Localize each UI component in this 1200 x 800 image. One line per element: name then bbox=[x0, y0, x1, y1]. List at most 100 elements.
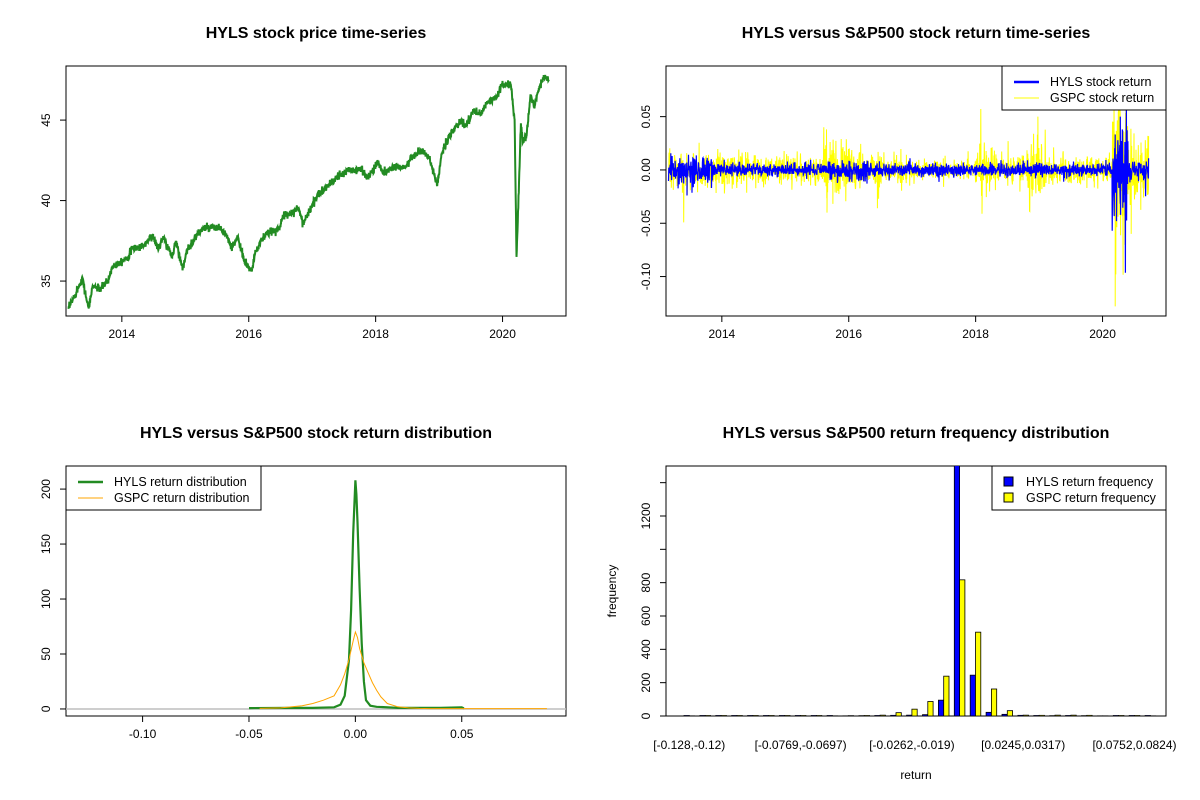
bar-hyls bbox=[699, 715, 706, 716]
bar-hyls bbox=[683, 715, 690, 716]
series-line-hyls-return bbox=[667, 105, 1150, 273]
panel-3: HYLS versus S&P500 stock return distribu… bbox=[39, 425, 567, 741]
x-tick-label: [0.0752,0.0824) bbox=[1092, 738, 1176, 752]
y-tick-label: 0.00 bbox=[639, 158, 653, 182]
bar-gspc bbox=[768, 715, 775, 716]
y-tick-label: 0 bbox=[39, 705, 53, 712]
y-tick-label: 150 bbox=[39, 534, 53, 554]
bar-gspc bbox=[800, 715, 807, 716]
bar-gspc bbox=[1070, 714, 1077, 716]
bar-gspc bbox=[1054, 714, 1061, 716]
legend-label: GSPC stock return bbox=[1050, 91, 1154, 105]
bar-gspc bbox=[847, 715, 854, 716]
y-tick-label: 200 bbox=[39, 479, 53, 499]
bar-gspc bbox=[943, 675, 950, 716]
x-tick-label: 2018 bbox=[962, 327, 989, 341]
legend-label: GSPC return distribution bbox=[114, 491, 250, 505]
y-axis-label: frequency bbox=[605, 565, 619, 618]
bar-gspc bbox=[1102, 715, 1109, 716]
y-tick-label: 0 bbox=[639, 712, 653, 719]
bar-gspc bbox=[720, 715, 727, 716]
y-tick-label: 1200 bbox=[639, 502, 653, 529]
x-tick-label: [0.0245,0.0317) bbox=[981, 738, 1065, 752]
bar-gspc bbox=[1150, 715, 1157, 716]
legend-swatch bbox=[1003, 476, 1014, 487]
bar-hyls bbox=[810, 715, 817, 716]
y-tick-label: 45 bbox=[39, 113, 53, 127]
legend-label: HYLS return distribution bbox=[114, 475, 247, 489]
y-tick-label: -0.05 bbox=[639, 209, 653, 237]
bar-hyls bbox=[1128, 715, 1135, 716]
bar-gspc bbox=[1006, 710, 1013, 716]
x-axis-label: return bbox=[900, 768, 931, 782]
bar-gspc bbox=[879, 714, 886, 716]
x-tick-label: [-0.0769,-0.0697) bbox=[755, 738, 847, 752]
bar-hyls bbox=[763, 715, 770, 716]
bar-hyls bbox=[1081, 715, 1088, 716]
bar-hyls bbox=[731, 715, 738, 716]
bar-hyls bbox=[858, 715, 865, 716]
bar-hyls bbox=[1001, 713, 1008, 716]
bar-gspc bbox=[1134, 715, 1141, 716]
density-line-hyls bbox=[248, 480, 465, 710]
bar-gspc bbox=[832, 715, 839, 716]
bar-hyls bbox=[938, 699, 945, 716]
y-tick-label: -0.10 bbox=[639, 263, 653, 291]
x-tick-label: 2020 bbox=[1089, 327, 1116, 341]
bar-gspc bbox=[752, 715, 759, 716]
bar-gspc bbox=[975, 631, 982, 716]
x-tick-label: [-0.0262,-0.019) bbox=[869, 738, 954, 752]
bar-hyls bbox=[715, 715, 722, 716]
bar-gspc bbox=[704, 715, 711, 716]
legend: HYLS return frequency GSPC return frequen… bbox=[991, 465, 1167, 511]
density-line-gspc bbox=[259, 630, 547, 710]
bar-hyls bbox=[1065, 715, 1072, 716]
y-tick-label: 40 bbox=[39, 194, 53, 208]
bar-gspc bbox=[1022, 714, 1029, 716]
legend-label: HYLS stock return bbox=[1050, 75, 1151, 89]
y-tick-label: 800 bbox=[639, 572, 653, 592]
bar-gspc bbox=[816, 715, 823, 716]
plot-box bbox=[65, 65, 567, 317]
bar-hyls bbox=[985, 711, 992, 716]
bar-hyls bbox=[1112, 715, 1120, 716]
bar-hyls bbox=[1097, 715, 1104, 716]
y-tick-label: 400 bbox=[639, 639, 653, 659]
y-tick-label: 50 bbox=[39, 647, 53, 661]
bar-gspc bbox=[991, 688, 998, 716]
plot-area bbox=[667, 71, 1150, 307]
bar-hyls bbox=[874, 715, 881, 716]
bar-hyls bbox=[1144, 715, 1151, 716]
x-tick-label: 2016 bbox=[235, 327, 262, 341]
bar-gspc bbox=[1086, 714, 1093, 716]
x-tick-label: 2014 bbox=[108, 327, 135, 341]
bar-hyls bbox=[747, 715, 754, 716]
bar-hyls bbox=[1033, 715, 1040, 716]
y-tick-label: 100 bbox=[39, 589, 53, 609]
legend-box bbox=[65, 465, 262, 511]
bar-hyls bbox=[779, 715, 786, 716]
legend-swatch bbox=[1003, 492, 1014, 503]
plot-area bbox=[683, 466, 1157, 716]
legend: HYLS stock return GSPC stock return bbox=[1001, 65, 1167, 111]
chart-title: HYLS versus S&P500 stock return distribu… bbox=[140, 425, 492, 442]
x-tick-label: [-0.128,-0.12) bbox=[653, 738, 725, 752]
y-tick-label: 600 bbox=[639, 606, 653, 626]
bar-hyls bbox=[969, 674, 976, 716]
bar-gspc bbox=[895, 712, 902, 716]
panel-1: HYLS stock price time-series 2014 2016 2018… bbox=[39, 25, 567, 341]
bar-gspc bbox=[1118, 715, 1125, 716]
chart-title: HYLS stock price time-series bbox=[206, 25, 427, 42]
chart-title: HYLS versus S&P500 return frequency dist… bbox=[723, 425, 1110, 442]
bar-gspc bbox=[784, 715, 791, 716]
panel-2: HYLS versus S&P500 stock return time-ser… bbox=[639, 25, 1167, 341]
plot-box bbox=[65, 465, 567, 717]
bar-hyls bbox=[953, 466, 960, 716]
x-tick-label: -0.10 bbox=[129, 727, 157, 741]
y-tick-label: 0.05 bbox=[639, 105, 653, 129]
legend: HYLS return distribution GSPC return dist… bbox=[65, 465, 262, 511]
x-tick-label: 2020 bbox=[489, 327, 516, 341]
bar-hyls bbox=[826, 715, 833, 716]
